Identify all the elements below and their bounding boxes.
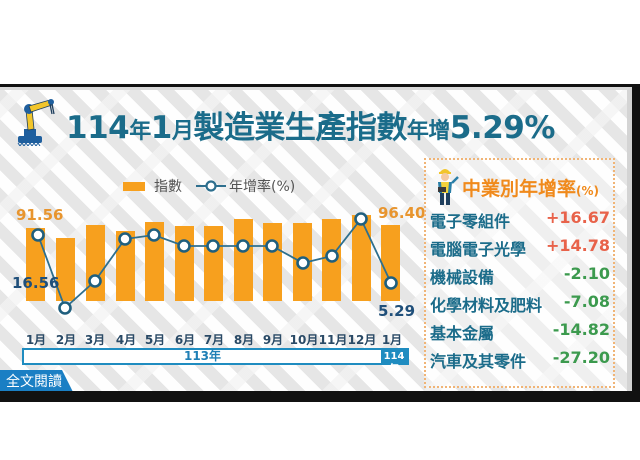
industry-name: 電腦電子光學 <box>430 240 527 259</box>
panel-title: 中業別年增率(%) <box>462 174 599 201</box>
industry-row: 機械設備 -2.10 <box>430 264 612 288</box>
industry-value: -2.10 <box>563 264 610 283</box>
title-growth-label: 年增 <box>406 119 451 144</box>
index-bars <box>26 215 400 301</box>
industry-value: -7.08 <box>563 292 610 311</box>
month-label: 4月 <box>115 333 137 347</box>
month-label: 7月 <box>203 333 225 347</box>
robot-arm-icon <box>17 99 55 146</box>
frame-top-border <box>0 84 640 87</box>
industry-name: 基本金屬 <box>430 324 495 343</box>
industry-row: 電子零組件 +16.67 <box>430 208 612 232</box>
title-subject: 製造業生產指數 <box>193 110 407 146</box>
last-index-label: 96.40 <box>378 204 426 222</box>
month-label: 1月 <box>25 333 47 347</box>
industry-row: 汽車及其零件 -27.20 <box>430 348 612 372</box>
month-label: 5月 <box>144 333 166 347</box>
line-legend-icon <box>196 180 226 192</box>
panel-title-text: 中業別年增率 <box>462 178 577 200</box>
month-label: 10月 <box>289 333 319 347</box>
industry-name: 汽車及其零件 <box>430 352 527 371</box>
last-growth-label: 5.29 <box>378 302 416 320</box>
line-legend-label: 年增率(%) <box>229 179 296 195</box>
frame-right-border <box>632 84 640 402</box>
month-label: 11月 <box>318 333 348 347</box>
bar-113-09 <box>263 223 282 301</box>
chart-legend: 指數 年增率(%) <box>123 178 309 195</box>
industry-row: 電腦電子光學 +14.78 <box>430 236 612 260</box>
bar-legend-swatch <box>123 181 145 191</box>
month-label: 9月 <box>262 333 284 347</box>
infographic-card: 114年1月製造業生產指數年增5.29% 指數 年增率(%) <box>0 87 632 391</box>
industry-name: 電子零組件 <box>430 212 511 231</box>
month-label: 12月 <box>347 333 377 347</box>
combo-chart <box>26 212 400 315</box>
bar-legend-label: 指數 <box>154 179 182 195</box>
page-title: 114年1月製造業生產指數年增5.29% <box>66 102 555 147</box>
month-label: 8月 <box>233 333 255 347</box>
title-year: 114 <box>66 110 130 146</box>
industry-value: +16.67 <box>545 208 610 227</box>
read-full-text-button[interactable]: 全文閱讀 <box>0 370 74 391</box>
x-axis-months: 1月 2月 3月 4月 5月 6月 7月 8月 9月 10月 11月 12月 1… <box>0 331 420 347</box>
industry-growth-panel: 中業別年增率(%) 電子零組件 +16.67 電腦電子光學 +14.78 機械設… <box>424 158 615 388</box>
bar-113-07 <box>204 226 223 301</box>
industry-row: 基本金屬 -14.82 <box>430 320 612 344</box>
bar-113-06 <box>175 226 194 301</box>
month-label: 6月 <box>174 333 196 347</box>
industry-value: -27.20 <box>552 348 610 367</box>
year-114-label: 114年 <box>381 350 407 375</box>
bar-113-04 <box>116 231 135 301</box>
title-month-unit: 月 <box>171 119 194 144</box>
bar-113-05 <box>145 222 164 301</box>
industry-value: +14.78 <box>545 236 610 255</box>
first-growth-label: 16.56 <box>12 274 60 292</box>
worker-icon <box>438 169 459 205</box>
month-label: 1月 <box>381 333 403 347</box>
year-axis-bar: 113年 114年 <box>22 348 409 375</box>
growth-line <box>31 212 398 315</box>
frame-bottom-border <box>0 391 640 402</box>
month-label: 3月 <box>84 333 106 347</box>
first-index-label: 91.56 <box>16 206 64 224</box>
bar-113-03 <box>86 225 105 301</box>
industry-name: 化學材料及肥料 <box>430 296 543 315</box>
month-label: 2月 <box>55 333 77 347</box>
title-month: 1 <box>150 110 173 146</box>
year-113-label: 113年 <box>183 349 222 363</box>
industry-value: -14.82 <box>552 320 610 339</box>
bar-113-01 <box>26 228 45 301</box>
title-growth-value: 5.29% <box>449 110 556 146</box>
industry-name: 機械設備 <box>430 268 495 287</box>
industry-row: 化學材料及肥料 -7.08 <box>430 292 612 316</box>
bar-113-08 <box>234 219 253 301</box>
panel-title-unit: (%) <box>576 184 600 198</box>
title-year-unit: 年 <box>129 119 151 144</box>
bar-113-12 <box>352 215 371 301</box>
bar-113-02 <box>56 238 75 301</box>
